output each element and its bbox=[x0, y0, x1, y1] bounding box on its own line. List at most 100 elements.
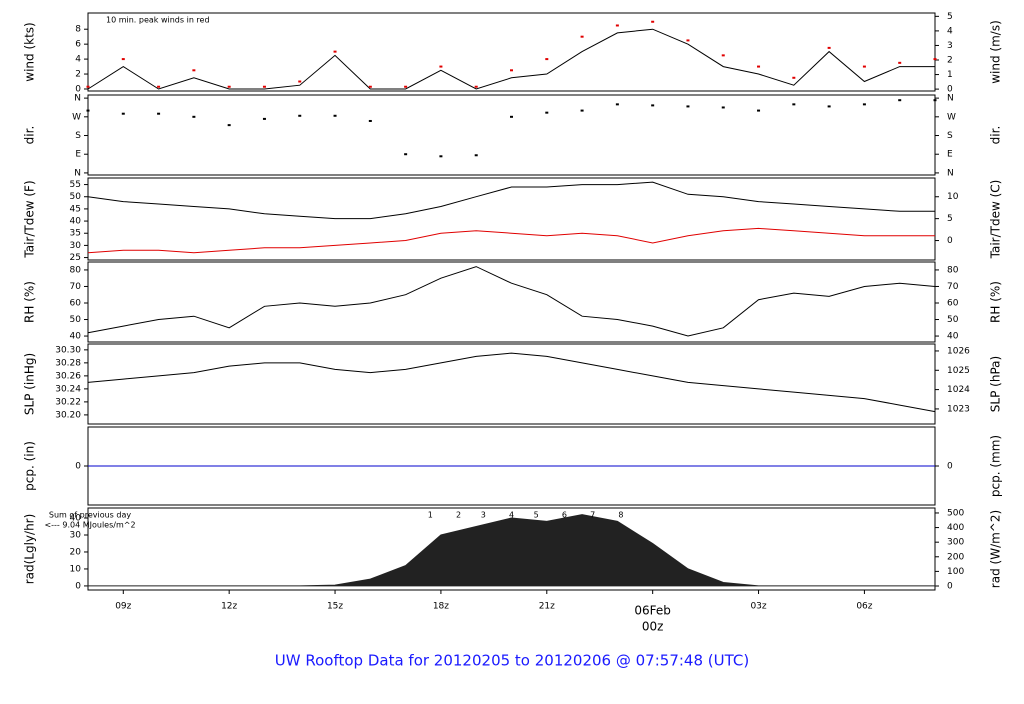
note: <--- 9.04 MJoules/m^2 bbox=[44, 521, 135, 530]
y-tick-label: 30.22 bbox=[55, 397, 81, 407]
data-dot bbox=[898, 61, 902, 64]
data-dot bbox=[792, 76, 796, 79]
data-dot bbox=[474, 85, 478, 88]
peak-marker: 3 bbox=[481, 511, 486, 520]
y-tick-label: 2 bbox=[75, 70, 81, 80]
y-axis-label: dir. bbox=[23, 126, 37, 145]
y-tick-label: 55 bbox=[70, 180, 81, 190]
y2-tick-label: E bbox=[947, 150, 953, 160]
y-tick-label: 45 bbox=[70, 204, 81, 214]
annotation: 10 min. peak winds in red bbox=[106, 16, 210, 25]
panel-frame bbox=[87, 261, 936, 343]
data-line bbox=[87, 266, 936, 337]
y-axis-label: RH (%) bbox=[23, 281, 37, 323]
peak-marker: 2 bbox=[456, 511, 461, 520]
y2-axis-label: rad (W/m^2) bbox=[989, 510, 1003, 588]
y2-axis-label: SLP (hPa) bbox=[989, 356, 1003, 412]
data-dot bbox=[651, 20, 655, 23]
panel-frame bbox=[87, 507, 936, 591]
y-tick-label: 30.20 bbox=[55, 410, 81, 420]
y2-tick-label: 70 bbox=[947, 282, 959, 292]
y2-tick-label: N bbox=[947, 94, 954, 104]
y2-tick-label: S bbox=[947, 131, 953, 141]
x-tick-label: 06z bbox=[856, 602, 872, 612]
y2-tick-label: 5 bbox=[947, 12, 953, 22]
data-dot bbox=[439, 65, 443, 68]
data-dot bbox=[474, 154, 478, 157]
peak-marker: 5 bbox=[534, 511, 539, 520]
x-tick-label: 12z bbox=[221, 602, 237, 612]
data-dot bbox=[510, 69, 513, 72]
y2-axis-label: wind (m/s) bbox=[989, 20, 1003, 84]
y-axis-label: rad(Lgly/hr) bbox=[23, 514, 37, 585]
data-dot bbox=[757, 65, 761, 68]
y-tick-label: 40 bbox=[70, 217, 82, 227]
y-tick-label: 25 bbox=[70, 253, 81, 263]
data-line bbox=[87, 28, 935, 90]
y-tick-label: 0 bbox=[75, 462, 81, 472]
data-dot bbox=[227, 85, 231, 88]
data-dot bbox=[545, 111, 549, 114]
peak-marker: 7 bbox=[590, 511, 595, 520]
data-dot bbox=[192, 115, 196, 118]
y2-tick-label: 200 bbox=[947, 552, 964, 562]
y2-tick-label: 0 bbox=[947, 236, 953, 246]
y-axis-label: SLP (inHg) bbox=[23, 353, 37, 415]
panel-frame bbox=[87, 94, 936, 176]
y-tick-label: E bbox=[75, 150, 81, 160]
y-tick-label: 40 bbox=[70, 514, 82, 524]
y2-tick-label: W bbox=[947, 112, 956, 122]
y-tick-label: W bbox=[72, 112, 81, 122]
y2-tick-label: 100 bbox=[947, 567, 964, 577]
data-dot bbox=[898, 99, 902, 102]
data-dot bbox=[933, 99, 937, 102]
y2-tick-label: N bbox=[947, 168, 954, 178]
data-dot bbox=[368, 119, 372, 122]
data-dot bbox=[686, 39, 690, 42]
data-dot bbox=[262, 117, 266, 120]
data-dot bbox=[651, 104, 655, 107]
data-dot bbox=[298, 114, 302, 117]
y-tick-label: 30.24 bbox=[55, 384, 81, 394]
data-dot bbox=[580, 109, 584, 112]
data-line bbox=[87, 181, 935, 220]
peak-marker: 1 bbox=[428, 511, 433, 520]
y-tick-label: 20 bbox=[70, 547, 82, 557]
x-tick-label: 18z bbox=[433, 602, 449, 612]
peak-marker: 8 bbox=[618, 511, 623, 520]
y-tick-label: 30 bbox=[70, 530, 82, 540]
y-tick-label: 30.30 bbox=[55, 345, 81, 355]
data-dot bbox=[298, 80, 302, 83]
y-tick-label: 6 bbox=[75, 40, 81, 50]
y2-axis-label: Tair/Tdew (C) bbox=[989, 180, 1003, 260]
data-dot bbox=[157, 112, 161, 115]
data-dot bbox=[545, 58, 549, 61]
data-dot bbox=[862, 65, 866, 68]
x-tick-label: 09z bbox=[115, 602, 131, 612]
y-tick-label: N bbox=[74, 94, 81, 104]
y-tick-label: 0 bbox=[75, 581, 81, 591]
data-dot bbox=[227, 124, 231, 127]
y2-tick-label: 4 bbox=[947, 26, 953, 36]
y-tick-label: 4 bbox=[75, 55, 81, 65]
y2-tick-label: 40 bbox=[947, 332, 959, 342]
data-dot bbox=[933, 58, 937, 61]
date-label: 06Feb bbox=[634, 604, 671, 618]
data-area bbox=[87, 514, 936, 587]
data-dot bbox=[827, 105, 831, 108]
data-dot bbox=[333, 50, 337, 53]
note: Sum of previous day bbox=[49, 511, 131, 520]
y2-tick-label: 3 bbox=[947, 41, 953, 51]
data-dot bbox=[615, 103, 619, 106]
data-dot bbox=[721, 54, 725, 57]
y-axis-label: wind (kts) bbox=[23, 22, 37, 81]
y-axis-label: Tair/Tdew (F) bbox=[23, 180, 37, 258]
y2-tick-label: 80 bbox=[947, 265, 959, 275]
y-tick-label: 30 bbox=[70, 241, 82, 251]
panel-frame bbox=[87, 343, 936, 425]
y-axis-label: pcp. (in) bbox=[23, 441, 37, 491]
panel-frame bbox=[87, 12, 936, 92]
data-dot bbox=[157, 85, 161, 88]
data-dot bbox=[827, 46, 831, 49]
